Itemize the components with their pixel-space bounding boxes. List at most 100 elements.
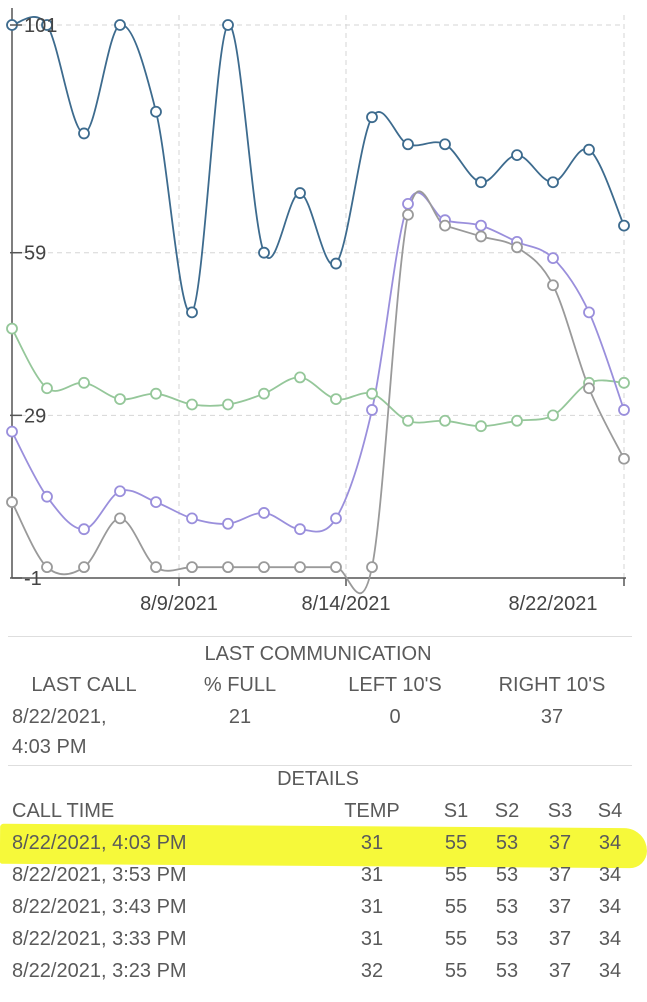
data-point [78, 376, 90, 389]
data-point [330, 561, 342, 574]
y-tick-label: 29 [24, 405, 46, 427]
s1-cell: 55 [444, 896, 468, 918]
s3-cell: 37 [548, 832, 572, 854]
data-point [475, 230, 487, 243]
last-call-value-time: 4:03 PM [12, 736, 87, 758]
data-point [258, 561, 270, 574]
call-time-cell: 8/22/2021, 4:03 PM [12, 832, 187, 854]
data-point [78, 561, 90, 574]
data-point [294, 561, 306, 574]
series-line [11, 191, 625, 533]
data-point [511, 414, 523, 427]
data-point [186, 561, 198, 574]
s1-cell: 55 [444, 928, 468, 950]
data-point [41, 19, 53, 31]
data-point [41, 561, 53, 574]
data-point [114, 512, 126, 525]
last-call-header: LAST CALL [31, 674, 137, 696]
data-point [402, 208, 414, 221]
data-point [294, 187, 306, 199]
data-point [6, 425, 18, 438]
percent-full-header: % FULL [203, 674, 277, 696]
data-point [475, 420, 487, 433]
data-point [6, 322, 18, 335]
data-point [258, 507, 270, 519]
data-point [475, 219, 487, 232]
data-point [547, 279, 559, 292]
left-tens-value: 0 [389, 706, 401, 728]
data-point [583, 143, 595, 156]
data-point [475, 176, 487, 189]
data-point [618, 219, 630, 232]
data-point [186, 512, 198, 525]
data-point [547, 252, 559, 265]
data-point [222, 517, 234, 530]
y-tick-label: 59 [24, 243, 46, 265]
chart-tick-labels: 101 59 29 -1 8/9/2021 8/14/2021 8/22/2021 [10, 15, 597, 615]
data-point [114, 19, 126, 31]
s2-cell: 53 [495, 960, 519, 982]
s4-cell: 34 [598, 960, 622, 982]
data-point [618, 404, 630, 416]
s4-cell: 34 [598, 928, 622, 950]
data-point [222, 19, 234, 31]
s1-cell: 55 [444, 864, 468, 886]
x-tick-label: 8/14/2021 [302, 593, 391, 615]
data-point [402, 198, 414, 210]
s2-cell: 53 [495, 928, 519, 950]
data-point [330, 512, 342, 525]
s3-cell: 37 [548, 960, 572, 982]
data-point [222, 561, 234, 574]
data-point [366, 404, 378, 416]
data-point [402, 138, 414, 151]
s3-cell: 37 [548, 928, 572, 950]
s4-cell: 34 [598, 832, 622, 854]
s2-cell: 53 [495, 864, 519, 886]
percent-full-value: 21 [228, 706, 252, 728]
s1-header: S1 [443, 800, 469, 822]
temp-header: TEMP [344, 800, 400, 822]
s3-header: S3 [547, 800, 573, 822]
data-point [618, 376, 630, 389]
data-point [78, 523, 90, 536]
series-line [11, 16, 625, 314]
series-line [11, 328, 625, 428]
data-point [150, 387, 162, 400]
data-point [547, 176, 559, 189]
data-point [41, 382, 53, 395]
temp-cell: 31 [360, 928, 384, 950]
data-point [114, 393, 126, 405]
y-tick-label: 101 [24, 15, 57, 37]
data-point [439, 219, 451, 232]
data-point [150, 561, 162, 574]
data-point [366, 387, 378, 400]
data-point [41, 490, 53, 503]
temp-cell: 31 [360, 832, 384, 854]
data-point [402, 414, 414, 427]
temp-cell: 31 [360, 896, 384, 918]
data-point [511, 241, 523, 254]
right-tens-header: RIGHT 10'S [498, 674, 606, 696]
left-tens-header: LEFT 10'S [348, 674, 442, 696]
x-tick-label: 8/22/2021 [509, 593, 598, 615]
history-line-chart: 101 59 29 -1 8/9/2021 8/14/2021 8/22/2021 [6, 8, 630, 615]
data-point [186, 398, 198, 411]
chart-grid [12, 15, 625, 579]
last-call-value-date: 8/22/2021, [12, 706, 107, 728]
s4-cell: 34 [598, 864, 622, 886]
s3-cell: 37 [548, 896, 572, 918]
s2-cell: 53 [495, 832, 519, 854]
call-time-cell: 8/22/2021, 3:53 PM [12, 864, 187, 886]
data-point [366, 561, 378, 574]
s2-cell: 53 [495, 896, 519, 918]
data-point [366, 111, 378, 124]
data-point [294, 371, 306, 384]
data-point [6, 496, 18, 508]
data-point [439, 138, 451, 151]
data-point [511, 149, 523, 162]
data-point [330, 393, 342, 405]
data-point [294, 523, 306, 536]
s1-cell: 55 [444, 960, 468, 982]
chart-axes [11, 8, 626, 586]
data-point [330, 257, 342, 270]
